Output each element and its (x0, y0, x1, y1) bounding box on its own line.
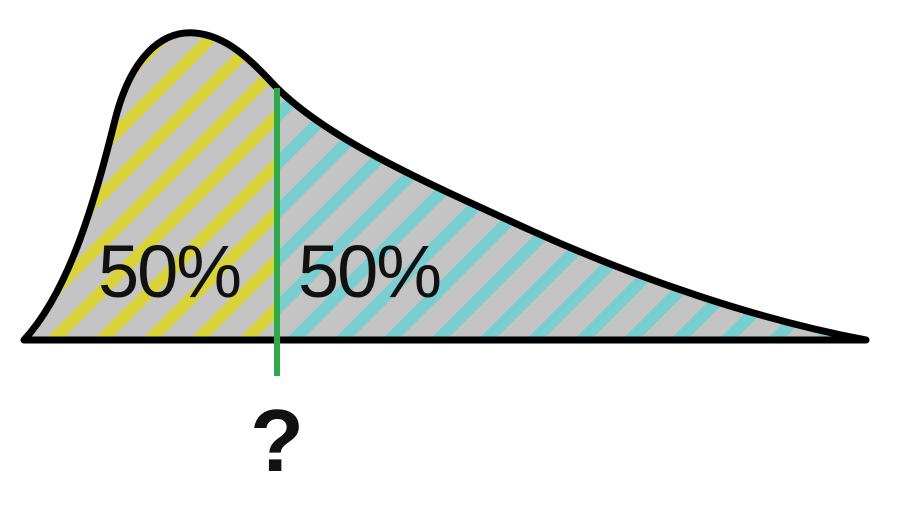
distribution-curve-outline (20, 29, 870, 344)
left-area-label: 50% (98, 230, 240, 313)
right-area-region (277, 88, 866, 340)
right-area-label: 50% (298, 230, 440, 313)
median-question-mark: ? (250, 391, 304, 490)
left-area-region (24, 32, 277, 340)
